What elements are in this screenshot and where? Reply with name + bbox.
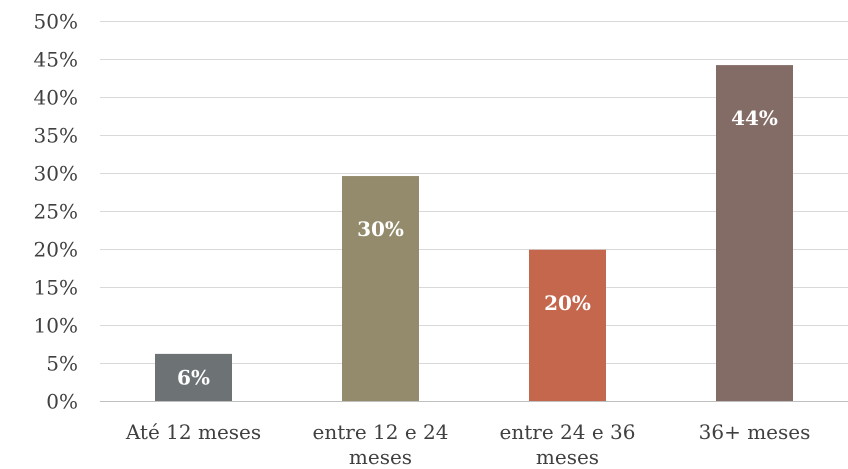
y-tick-label: 30%: [34, 162, 78, 186]
data-label: 44%: [731, 106, 778, 130]
bar: [342, 176, 419, 401]
bar: [155, 353, 232, 401]
y-tick-label: 15%: [34, 276, 78, 300]
bars: [155, 65, 793, 401]
y-tick-label: 5%: [46, 352, 78, 376]
data-label: 6%: [177, 365, 210, 389]
y-tick-label: 45%: [34, 48, 78, 72]
data-labels: 6% 30% 20% 44%: [177, 106, 778, 389]
x-category-label: 36+ meses: [699, 420, 811, 444]
y-tick-label: 50%: [34, 10, 78, 34]
x-category-label: Até 12 meses: [125, 420, 261, 444]
x-category-label: entre 24 e 36 meses: [500, 420, 636, 469]
x-axis-category-labels: Até 12 meses entre 12 e 24 meses entre 24 e…: [125, 420, 811, 469]
y-tick-label: 0%: [46, 390, 78, 414]
y-tick-label: 25%: [34, 200, 78, 224]
bar: [529, 249, 606, 401]
x-category-label: entre 12 e 24 meses: [313, 420, 449, 469]
y-tick-label: 35%: [34, 124, 78, 148]
y-tick-label: 20%: [34, 238, 78, 262]
data-label: 20%: [544, 291, 591, 315]
bar: [716, 65, 793, 401]
y-axis-tick-labels: 0% 5% 10% 15% 20% 25% 30% 35% 40% 45% 50%: [34, 10, 78, 414]
y-tick-label: 40%: [34, 86, 78, 110]
y-tick-label: 10%: [34, 314, 78, 338]
data-label: 30%: [357, 217, 404, 241]
